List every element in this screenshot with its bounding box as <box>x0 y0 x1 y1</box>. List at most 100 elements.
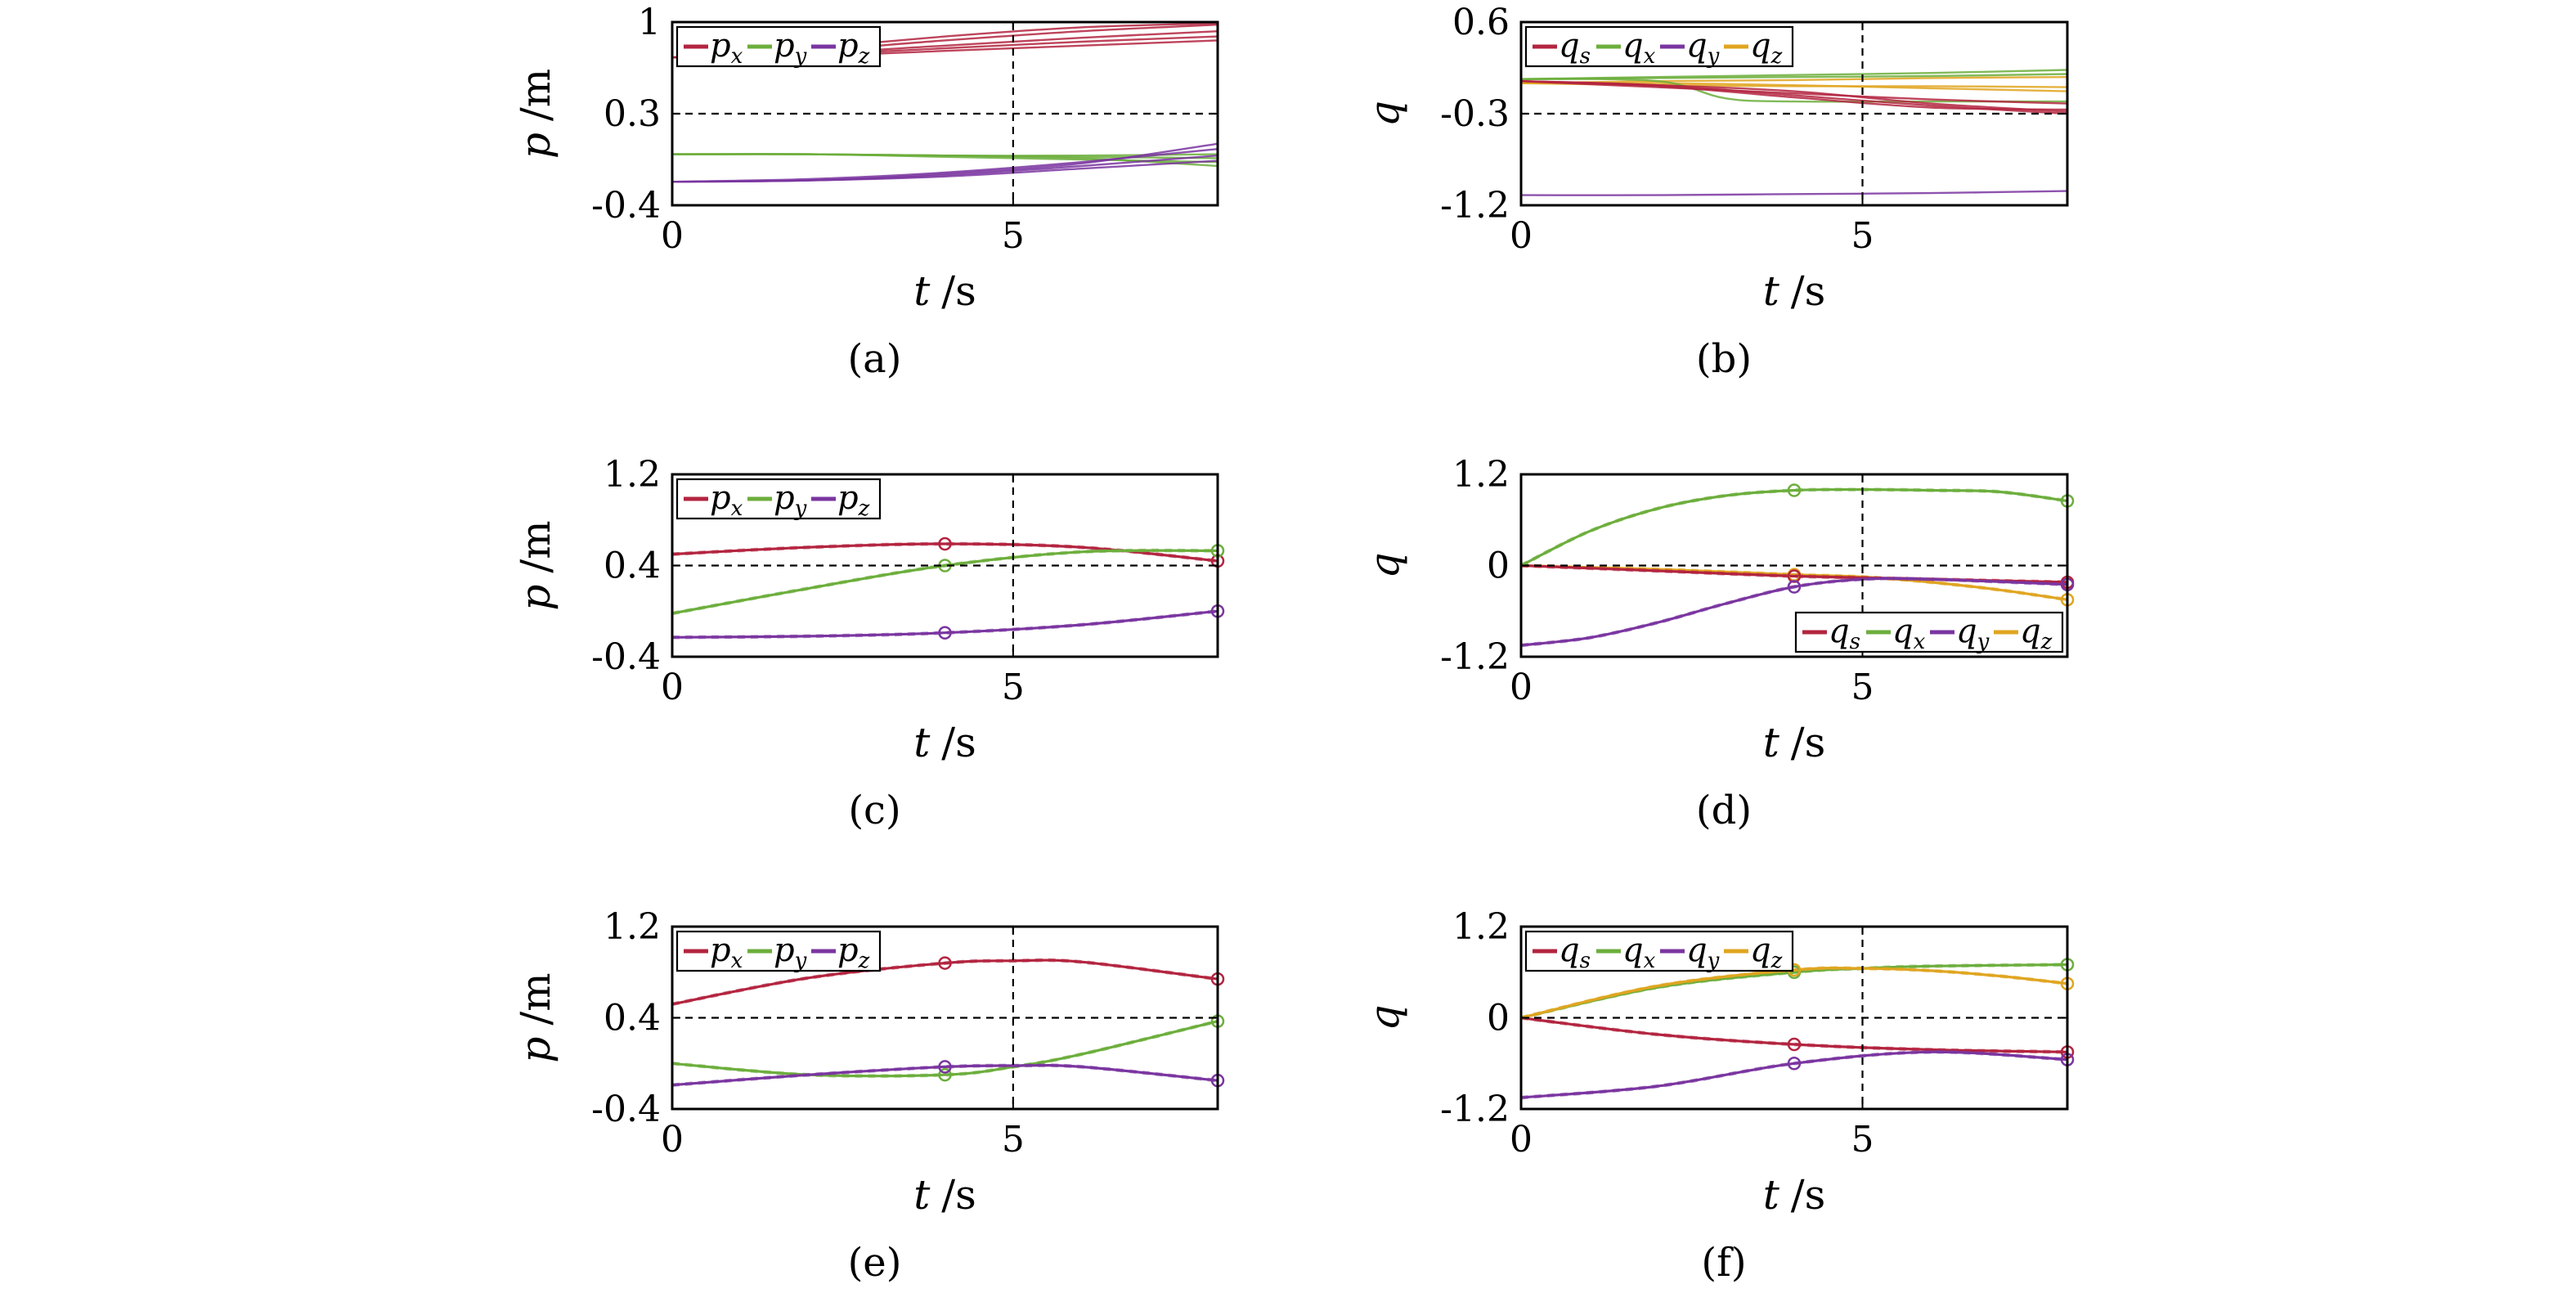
legend-label: py <box>774 27 807 69</box>
x-tick-label: 5 <box>1002 215 1025 257</box>
legend-label: pz <box>837 932 870 973</box>
x-axis-label: t/s <box>1763 267 1826 315</box>
series-purple-marker <box>938 1060 952 1074</box>
x-tick-label: 0 <box>1510 215 1533 257</box>
legend: px py pz <box>675 930 882 973</box>
legend: px py pz <box>675 25 882 69</box>
legend-label: py <box>774 479 807 521</box>
y-tick-label: -0.4 <box>591 1089 661 1130</box>
panel-caption: (e) <box>848 1240 902 1286</box>
x-axis-label: t/s <box>913 267 976 315</box>
legend-label: pz <box>837 27 870 69</box>
y-tick-label: -1.2 <box>1440 1089 1510 1130</box>
panel-a: 0 5 1 0.3 -0.4 t/s p/m (a) px py pz <box>512 2 1219 382</box>
series-green-marker <box>1787 483 1802 497</box>
series-purple-line <box>672 155 1218 183</box>
legend-label: py <box>774 932 807 973</box>
series-green-line <box>672 549 1218 615</box>
series-purple-marker <box>1787 580 1802 594</box>
plot-area <box>1521 69 2067 196</box>
series-orange-line <box>1521 76 2067 84</box>
y-axis-label: q <box>1361 101 1408 127</box>
y-tick-label: 0 <box>1487 545 1510 587</box>
series-red-marker <box>1787 1037 1802 1052</box>
x-tick-label: 0 <box>661 215 684 257</box>
panel-e: 0 5 1.2 0.4 -0.4 t/s p/m (e) px py pz <box>512 906 1225 1286</box>
panel-caption: (b) <box>1696 336 1752 382</box>
series-green-line <box>1521 78 2067 103</box>
series-red-line <box>672 542 1218 563</box>
y-tick-label: -0.4 <box>591 185 661 227</box>
x-tick-label: 0 <box>1510 667 1533 708</box>
y-tick-label: 0.4 <box>604 545 661 587</box>
legend-box <box>675 930 882 972</box>
legend-label: qx <box>1622 932 1656 973</box>
y-tick-label: 1.2 <box>1452 454 1510 496</box>
series-red-line <box>1521 80 2067 105</box>
legend-label: qy <box>1686 932 1720 973</box>
series-red-reference <box>1521 1016 2067 1054</box>
x-tick-label: 0 <box>661 1119 684 1161</box>
legend: qs qx qy qz <box>1794 611 2064 654</box>
y-axis-label: p/m <box>512 972 559 1062</box>
legend-label: qz <box>1750 932 1783 973</box>
panel-caption: (c) <box>848 788 900 833</box>
y-axis-label: p/m <box>512 520 559 610</box>
series-purple-line <box>1521 1050 2067 1099</box>
y-tick-label: -1.2 <box>1440 185 1510 227</box>
legend-label: qs <box>1559 27 1591 69</box>
series-orange-line <box>1521 967 2067 1020</box>
x-tick-label: 5 <box>1851 667 1874 708</box>
x-tick-label: 5 <box>1851 215 1874 257</box>
series-purple-line <box>672 1063 1218 1087</box>
legend-label: pz <box>837 479 870 521</box>
y-tick-label: -1.2 <box>1440 636 1510 678</box>
y-tick-label: 1.2 <box>604 454 661 496</box>
series-purple-marker <box>938 626 952 640</box>
series-red-marker <box>938 537 952 551</box>
series-purple-line <box>1521 190 2067 196</box>
y-axis-label: q <box>1361 1004 1408 1030</box>
series-purple-line <box>672 159 1218 183</box>
plot-area <box>1521 963 2067 1100</box>
series-purple-line <box>1521 577 2067 647</box>
series-red-line <box>1521 1016 2067 1053</box>
legend-label: px <box>710 479 743 521</box>
y-tick-label: 0.4 <box>604 998 661 1039</box>
plot-area <box>672 541 1218 640</box>
series-green-reference <box>1521 487 2067 568</box>
legend: qs qx qy qz <box>1524 25 1794 69</box>
series-purple-marker <box>1787 1057 1802 1071</box>
y-tick-label: -0.4 <box>591 636 661 678</box>
legend-label: px <box>710 932 743 973</box>
panel-b: 0 5 0.6 -0.3 -1.2 t/s q (b) qs qx qy qz <box>1361 2 2069 382</box>
x-axis-label: t/s <box>913 719 976 766</box>
y-tick-label: 1 <box>638 2 661 43</box>
plot-area <box>1521 487 2067 648</box>
y-tick-label: 1.2 <box>604 906 661 948</box>
y-tick-label: -0.3 <box>1440 93 1510 135</box>
y-axis-label: q <box>1361 552 1408 578</box>
legend-label: qx <box>1892 613 1926 654</box>
panel-caption: (a) <box>847 336 901 382</box>
y-tick-label: 0.6 <box>1452 2 1510 43</box>
x-tick-label: 5 <box>1851 1119 1874 1161</box>
legend-label: qs <box>1829 613 1860 654</box>
y-axis-label: p/m <box>512 69 559 159</box>
x-axis-label: t/s <box>913 1171 976 1219</box>
panel-caption: (f) <box>1701 1240 1746 1286</box>
legend-label: qx <box>1622 27 1656 69</box>
plot-area <box>672 958 1218 1087</box>
series-red-line <box>1521 80 2067 111</box>
panel-c: 0 5 1.2 0.4 -0.4 t/s p/m (c) px py pz <box>512 454 1225 833</box>
y-tick-label: 0 <box>1487 998 1510 1039</box>
x-axis-label: t/s <box>1763 1171 1826 1219</box>
legend-label: qz <box>1750 27 1783 69</box>
series-red-marker <box>938 956 952 970</box>
legend-label: qy <box>1686 27 1720 69</box>
series-green-line <box>1521 487 2067 567</box>
legend-box <box>675 25 882 68</box>
x-tick-label: 0 <box>661 667 684 708</box>
legend-box <box>675 478 882 520</box>
